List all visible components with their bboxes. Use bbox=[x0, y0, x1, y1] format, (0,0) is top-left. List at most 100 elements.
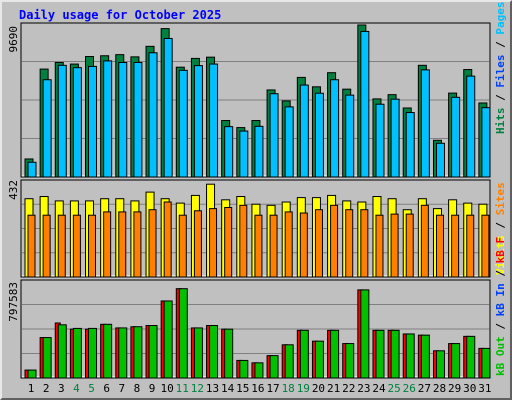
sites-bar-day-28 bbox=[435, 214, 444, 278]
sites-bar-day-9 bbox=[148, 209, 157, 278]
sites-bar-day-15 bbox=[239, 204, 248, 278]
day-label-23: 23 bbox=[357, 382, 370, 395]
pages-bar-day-1 bbox=[27, 161, 37, 178]
pages-bar-day-31 bbox=[481, 107, 491, 178]
kbout-bar-day-8 bbox=[133, 326, 143, 379]
sites-bar-day-11 bbox=[178, 214, 187, 278]
kbout-bar-day-17 bbox=[269, 355, 279, 379]
sites-bar-day-8 bbox=[133, 211, 142, 278]
kbout-bar-day-27 bbox=[420, 334, 430, 379]
pages-bar-day-14 bbox=[224, 126, 234, 178]
legend-visits-sites-part-1: / bbox=[494, 215, 507, 235]
kbout-bar-day-11 bbox=[178, 288, 188, 379]
pages-bar-day-24 bbox=[375, 103, 385, 178]
pages-bar-day-28 bbox=[435, 142, 445, 178]
pages-bar-day-17 bbox=[269, 93, 279, 178]
sites-bar-day-18 bbox=[284, 211, 293, 278]
kbout-bar-day-24 bbox=[375, 329, 385, 379]
sites-bar-day-12 bbox=[193, 210, 202, 278]
kbytes-axis-max: 797583 bbox=[7, 282, 20, 322]
day-label-12: 12 bbox=[191, 382, 204, 395]
legend-hits-files-pages: Hits / Files / Pages bbox=[494, 2, 507, 135]
pages-bar-day-16 bbox=[254, 125, 264, 178]
pages-bar-day-10 bbox=[163, 37, 173, 178]
kbout-bar-day-15 bbox=[239, 359, 249, 379]
day-label-10: 10 bbox=[161, 382, 174, 395]
pages-bar-day-30 bbox=[466, 75, 476, 178]
sites-bar-day-29 bbox=[451, 214, 460, 278]
kbout-bar-day-7 bbox=[118, 327, 128, 379]
pages-bar-day-15 bbox=[239, 130, 249, 178]
kbout-bar-day-12 bbox=[193, 327, 203, 379]
kbout-bar-day-28 bbox=[435, 350, 445, 379]
sites-bar-day-30 bbox=[466, 214, 475, 278]
day-label-4: 4 bbox=[73, 382, 80, 395]
day-label-15: 15 bbox=[236, 382, 249, 395]
legend-hits-files-pages-part-1: / bbox=[494, 88, 507, 108]
day-label-29: 29 bbox=[448, 382, 461, 395]
kbout-bar-day-9 bbox=[148, 325, 158, 379]
day-label-14: 14 bbox=[221, 382, 235, 395]
day-label-19: 19 bbox=[297, 382, 310, 395]
sites-bar-day-10 bbox=[163, 201, 172, 278]
kbout-bar-day-5 bbox=[88, 327, 98, 379]
sites-bar-day-16 bbox=[254, 214, 263, 278]
pages-bar-day-6 bbox=[103, 60, 113, 178]
pages-bar-day-27 bbox=[420, 69, 430, 178]
kbout-bar-day-2 bbox=[42, 337, 52, 379]
sites-bar-day-1 bbox=[27, 214, 36, 278]
kbout-bar-day-21 bbox=[330, 329, 340, 379]
sites-bar-day-3 bbox=[57, 214, 66, 278]
visits-axis-max: 432 bbox=[7, 180, 20, 200]
sites-bar-day-20 bbox=[314, 209, 323, 278]
pages-bar-day-12 bbox=[193, 65, 203, 178]
sites-bar-day-2 bbox=[42, 214, 51, 278]
day-label-2: 2 bbox=[43, 382, 50, 395]
pages-bar-day-19 bbox=[299, 84, 309, 178]
legend-hits-files-pages-part-3: / bbox=[494, 35, 507, 55]
day-label-1: 1 bbox=[28, 382, 35, 395]
pages-bar-day-5 bbox=[88, 65, 98, 178]
day-label-8: 8 bbox=[134, 382, 141, 395]
sites-bar-day-7 bbox=[118, 211, 127, 278]
legend-hits-files-pages-part-2: Files bbox=[494, 55, 507, 88]
legend-hits-files-pages-part-0: Hits bbox=[494, 108, 507, 135]
legend-kbytes-part-2: kB In bbox=[494, 283, 507, 316]
legend-hits-files-pages-part-4: Pages bbox=[494, 2, 507, 35]
sites-bar-day-6 bbox=[103, 211, 112, 278]
pages-bar-day-13 bbox=[209, 63, 219, 178]
legend-visits-sites-part-2: Sites bbox=[494, 182, 507, 215]
kbout-bar-day-25 bbox=[390, 329, 400, 379]
kbout-bar-day-4 bbox=[72, 327, 82, 379]
legend-visits-sites-part-0: Visits bbox=[494, 235, 507, 275]
pages-bar-day-29 bbox=[451, 96, 461, 178]
kbout-bar-day-6 bbox=[103, 323, 113, 379]
kbout-bar-day-10 bbox=[163, 300, 173, 379]
kbout-bar-day-14 bbox=[224, 328, 234, 379]
kbout-bar-day-31 bbox=[481, 347, 491, 379]
day-label-11: 11 bbox=[176, 382, 189, 395]
kbout-bar-day-18 bbox=[284, 344, 294, 379]
kbout-bar-day-30 bbox=[466, 335, 476, 379]
pages-bar-day-22 bbox=[345, 94, 355, 178]
pages-bar-day-4 bbox=[72, 67, 82, 178]
day-label-3: 3 bbox=[58, 382, 65, 395]
day-label-27: 27 bbox=[418, 382, 431, 395]
pages-bar-day-11 bbox=[178, 69, 188, 178]
pages-bar-day-25 bbox=[390, 98, 400, 178]
legend-kbytes-part-3: / bbox=[494, 263, 507, 283]
day-label-31: 31 bbox=[478, 382, 491, 395]
kbout-bar-day-23 bbox=[360, 289, 370, 379]
sites-bar-day-19 bbox=[299, 212, 308, 278]
hits-axis-max: 9690 bbox=[7, 26, 20, 53]
pages-bar-day-18 bbox=[284, 106, 294, 178]
sites-bar-day-23 bbox=[360, 209, 369, 278]
pages-bar-day-3 bbox=[57, 64, 67, 178]
chart-title: Daily usage for October 2025 bbox=[19, 8, 222, 22]
kbout-bar-day-29 bbox=[451, 343, 461, 379]
day-label-7: 7 bbox=[118, 382, 125, 395]
sites-bar-day-31 bbox=[481, 214, 490, 278]
sites-bar-day-4 bbox=[72, 214, 81, 278]
pages-bar-day-2 bbox=[42, 79, 52, 178]
